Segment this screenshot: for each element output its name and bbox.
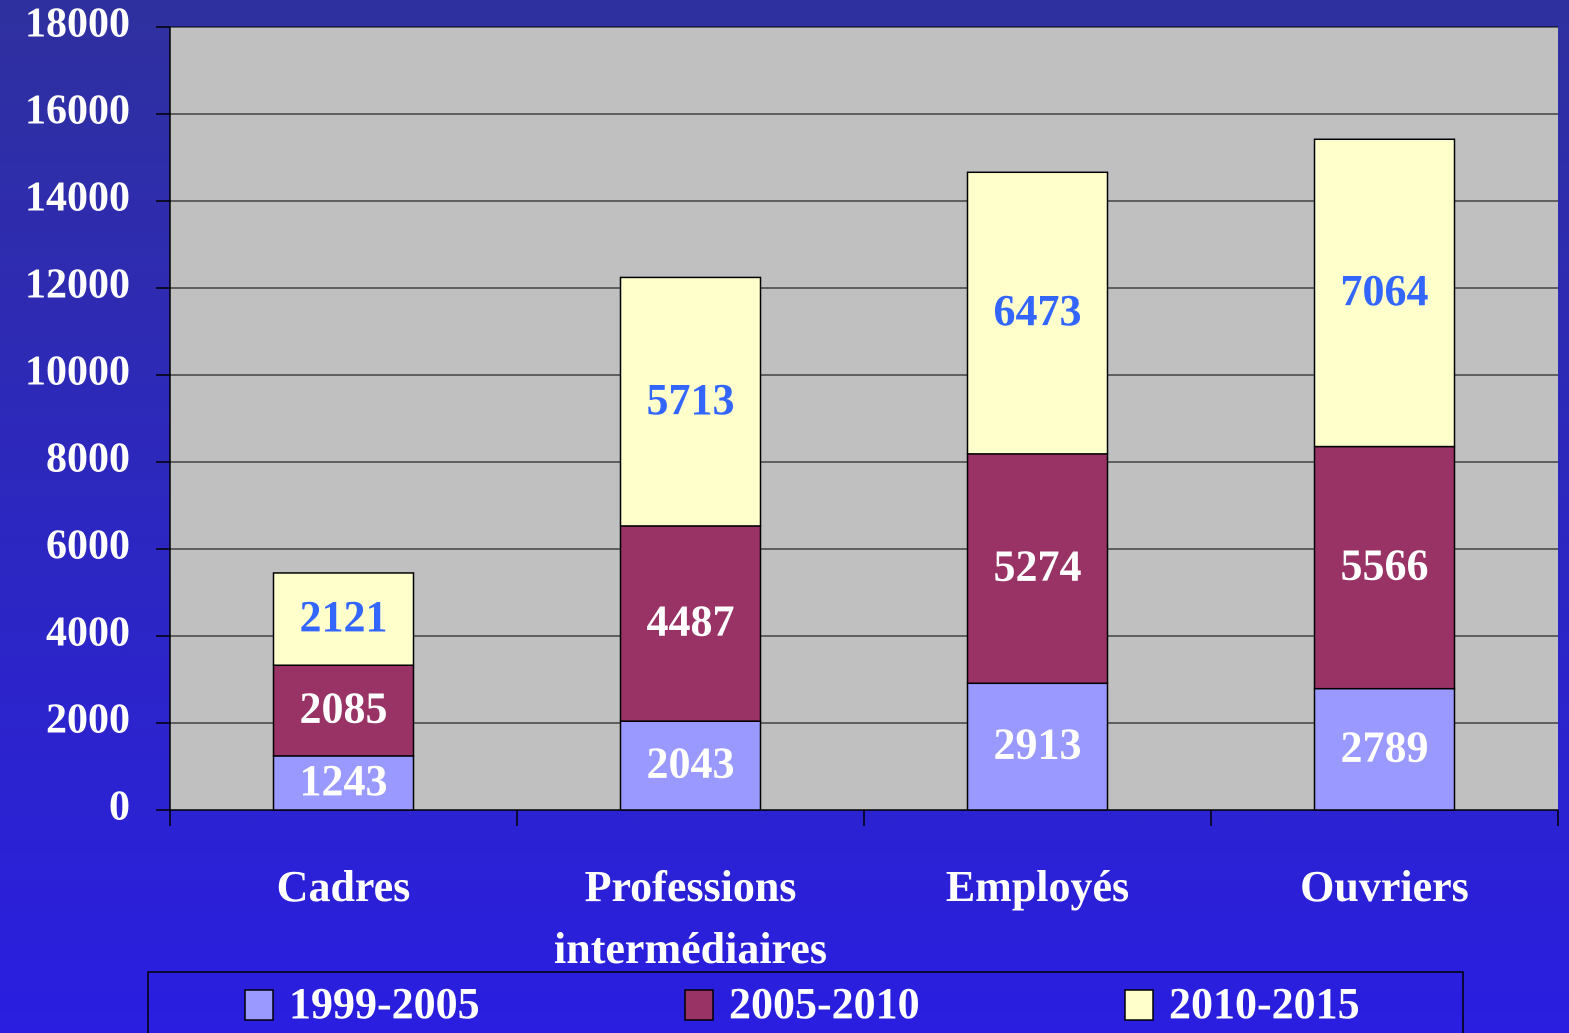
legend-box: [147, 971, 1464, 1033]
data-label: 5274: [994, 542, 1082, 591]
x-tick-label: Ouvriers: [1300, 862, 1469, 911]
legend-swatch: [244, 989, 274, 1021]
data-label: 7064: [1341, 266, 1429, 315]
legend-label: 2010-2015: [1169, 979, 1360, 1028]
data-label: 2913: [994, 720, 1082, 769]
data-label: 4487: [647, 597, 735, 646]
y-tick-label: 4000: [46, 610, 130, 656]
y-tick-label: 8000: [46, 436, 130, 482]
bar-segment: [619, 276, 762, 527]
data-label: 1243: [300, 756, 388, 805]
x-tick-label: Employés: [945, 862, 1130, 911]
x-tick-label: Cadres: [276, 862, 411, 911]
bar-segment: [272, 572, 415, 666]
data-label: 5566: [1341, 541, 1429, 590]
y-tick-label: 14000: [25, 175, 130, 221]
y-tick-label: 12000: [25, 262, 130, 308]
bar-segment: [272, 755, 415, 811]
bar-segment: [1313, 445, 1456, 690]
bar-segment: [272, 664, 415, 757]
data-label: 6473: [994, 286, 1082, 335]
data-label: 5713: [647, 375, 735, 424]
legend-swatch: [684, 989, 714, 1021]
bar-segment: [1313, 687, 1456, 811]
y-tick-label: 10000: [25, 349, 130, 395]
bar-segment: [966, 171, 1109, 455]
bar-segment: [966, 682, 1109, 811]
y-tick-label: 18000: [25, 1, 130, 47]
data-label: 2121: [300, 592, 388, 641]
bar-segment: [619, 720, 762, 811]
legend-label: 2005-2010: [729, 979, 920, 1028]
data-label: 2043: [647, 739, 735, 788]
bar-segment: [1313, 138, 1456, 448]
y-tick-label: 0: [109, 784, 130, 830]
y-tick-label: 16000: [25, 88, 130, 134]
legend-swatch: [1124, 989, 1154, 1021]
x-tick-label: Professions intermédiaires: [554, 862, 827, 973]
legend-label: 1999-2005: [289, 979, 480, 1028]
data-label: 2085: [300, 684, 388, 733]
data-label: 2789: [1341, 722, 1429, 771]
bar-segment: [619, 525, 762, 722]
y-tick-label: 2000: [46, 697, 130, 743]
bar-segment: [966, 453, 1109, 685]
y-tick-label: 6000: [46, 523, 130, 569]
